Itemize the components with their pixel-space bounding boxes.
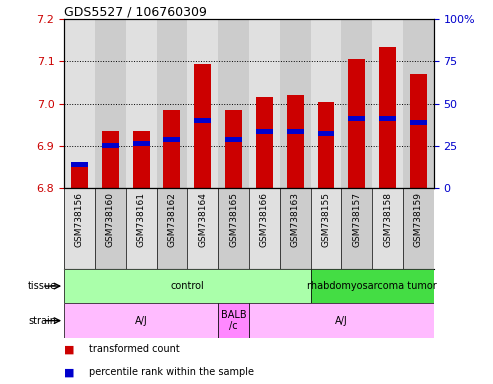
Text: GSM738158: GSM738158 bbox=[383, 192, 392, 247]
Bar bbox=[71, 165, 88, 188]
Bar bbox=[249, 303, 434, 338]
Text: GSM738166: GSM738166 bbox=[260, 192, 269, 247]
Text: GSM738156: GSM738156 bbox=[75, 192, 84, 247]
Bar bbox=[194, 64, 211, 188]
Bar bbox=[95, 19, 126, 188]
Bar bbox=[311, 188, 341, 269]
Bar bbox=[280, 19, 311, 188]
Text: GSM738163: GSM738163 bbox=[291, 192, 300, 247]
Text: GSM738157: GSM738157 bbox=[352, 192, 361, 247]
Text: control: control bbox=[171, 281, 204, 291]
Text: A/J: A/J bbox=[135, 316, 147, 326]
Bar bbox=[164, 137, 180, 142]
Bar bbox=[95, 188, 126, 269]
Bar bbox=[187, 188, 218, 269]
Bar bbox=[133, 141, 149, 146]
Text: rhabdomyosarcoma tumor: rhabdomyosarcoma tumor bbox=[307, 281, 437, 291]
Bar bbox=[349, 116, 365, 121]
Bar bbox=[249, 188, 280, 269]
Bar bbox=[403, 19, 434, 188]
Text: BALB
/c: BALB /c bbox=[221, 310, 246, 331]
Text: GSM738162: GSM738162 bbox=[168, 192, 176, 247]
Bar bbox=[311, 19, 341, 188]
Text: tissue: tissue bbox=[28, 281, 57, 291]
Text: ■: ■ bbox=[64, 344, 74, 354]
Bar bbox=[372, 19, 403, 188]
Bar bbox=[311, 269, 434, 303]
Bar bbox=[157, 19, 187, 188]
Text: GDS5527 / 106760309: GDS5527 / 106760309 bbox=[64, 5, 207, 18]
Bar bbox=[64, 303, 218, 338]
Bar bbox=[287, 95, 304, 188]
Bar bbox=[71, 162, 88, 167]
Bar bbox=[126, 19, 157, 188]
Text: percentile rank within the sample: percentile rank within the sample bbox=[89, 367, 254, 377]
Bar bbox=[372, 188, 403, 269]
Text: GSM738164: GSM738164 bbox=[198, 192, 207, 247]
Text: GSM738159: GSM738159 bbox=[414, 192, 423, 247]
Bar bbox=[218, 303, 249, 338]
Bar bbox=[280, 188, 311, 269]
Text: GSM738155: GSM738155 bbox=[321, 192, 330, 247]
Text: A/J: A/J bbox=[335, 316, 348, 326]
Text: GSM738160: GSM738160 bbox=[106, 192, 115, 247]
Text: transformed count: transformed count bbox=[89, 344, 179, 354]
Bar bbox=[287, 129, 304, 134]
Bar bbox=[317, 102, 334, 188]
Bar bbox=[102, 131, 119, 188]
Bar bbox=[133, 131, 149, 188]
Bar bbox=[126, 188, 157, 269]
Text: GSM738165: GSM738165 bbox=[229, 192, 238, 247]
Bar bbox=[64, 269, 311, 303]
Bar bbox=[256, 98, 273, 188]
Bar bbox=[64, 188, 95, 269]
Bar bbox=[225, 137, 242, 142]
Bar bbox=[341, 19, 372, 188]
Bar bbox=[187, 19, 218, 188]
Text: ■: ■ bbox=[64, 367, 74, 377]
Bar bbox=[410, 120, 427, 125]
Bar bbox=[102, 143, 119, 149]
Bar bbox=[218, 188, 249, 269]
Bar bbox=[256, 129, 273, 134]
Bar bbox=[218, 19, 249, 188]
Bar bbox=[64, 19, 95, 188]
Bar bbox=[249, 19, 280, 188]
Bar bbox=[164, 110, 180, 188]
Bar bbox=[410, 74, 427, 188]
Bar bbox=[341, 188, 372, 269]
Bar bbox=[317, 131, 334, 136]
Bar bbox=[379, 116, 396, 121]
Text: GSM738161: GSM738161 bbox=[137, 192, 145, 247]
Bar bbox=[403, 188, 434, 269]
Bar bbox=[349, 60, 365, 188]
Bar bbox=[225, 110, 242, 188]
Text: strain: strain bbox=[29, 316, 57, 326]
Bar bbox=[157, 188, 187, 269]
Bar bbox=[379, 47, 396, 188]
Bar bbox=[194, 118, 211, 123]
